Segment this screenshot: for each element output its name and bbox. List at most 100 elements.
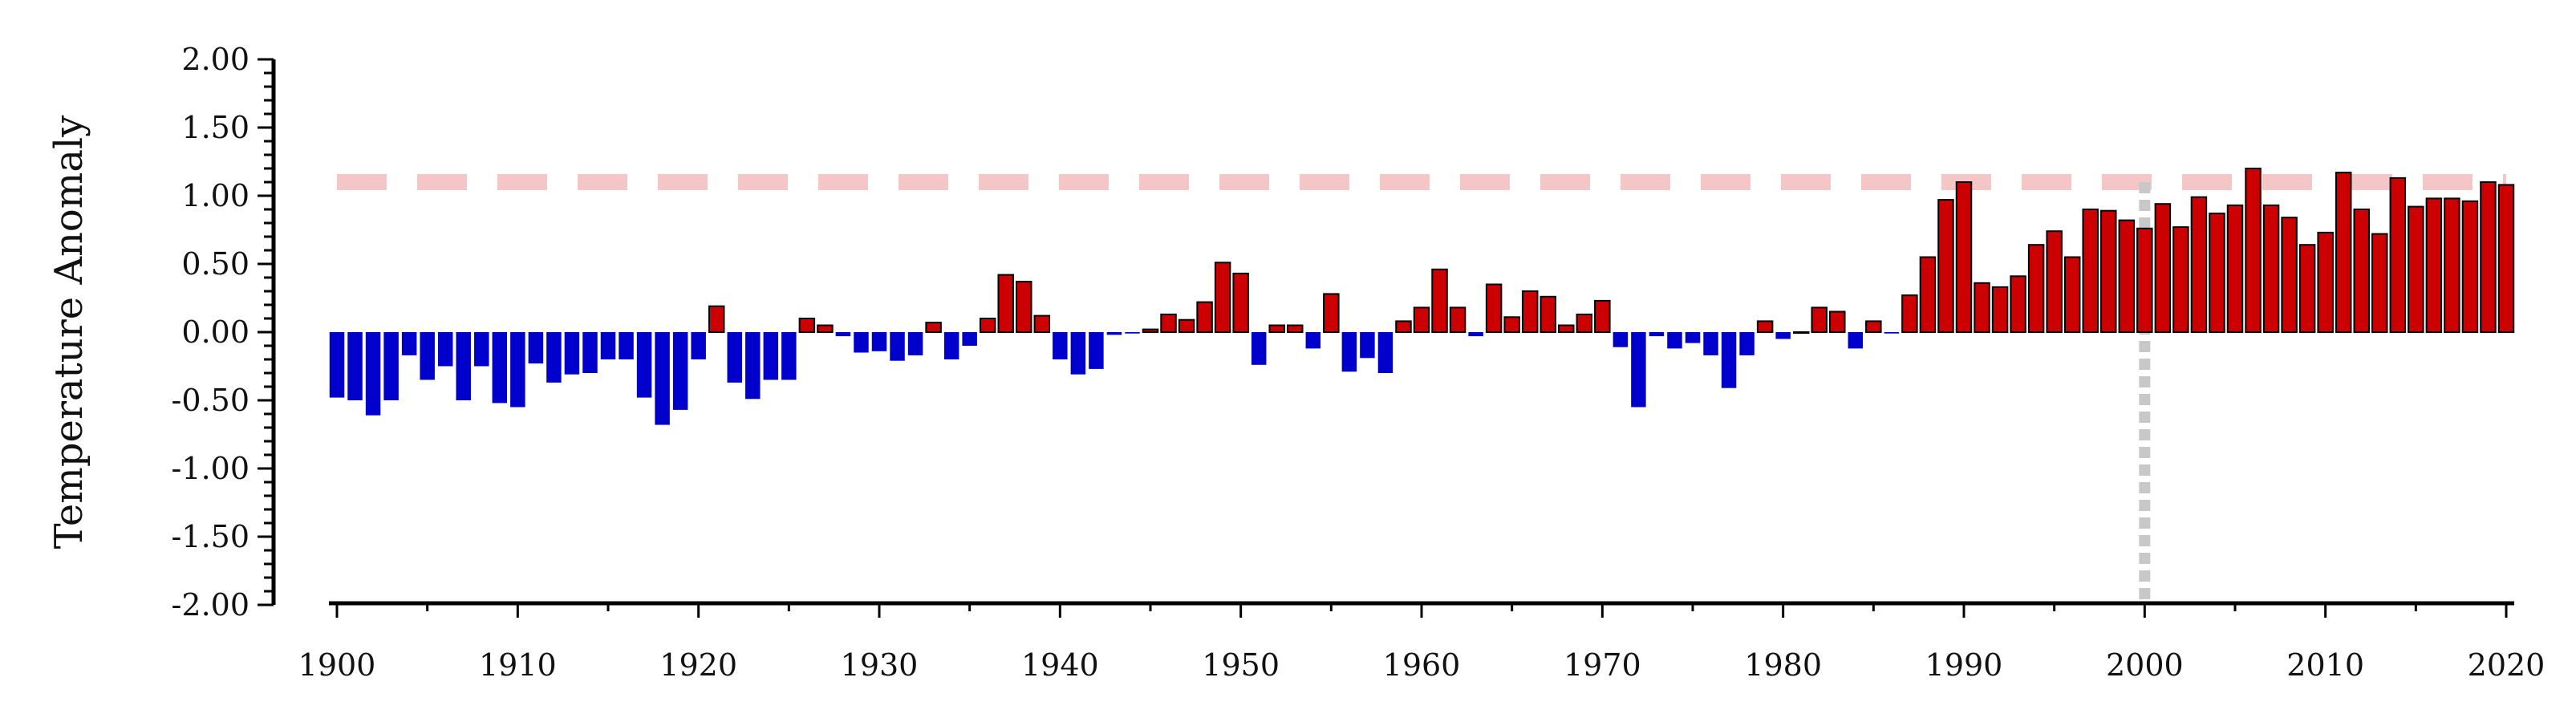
bar-1954	[1305, 332, 1321, 349]
bar-1953	[1287, 324, 1304, 333]
bar-1915	[600, 332, 616, 359]
y-tick-label: -2.00	[172, 587, 249, 623]
bar-2011	[2335, 172, 2352, 333]
bar-1940	[1053, 332, 1068, 359]
bar-2006	[2245, 168, 2262, 333]
bar-1929	[854, 332, 869, 353]
bar-1937	[997, 274, 1014, 334]
bar-1964	[1485, 283, 1503, 333]
bar-1995	[2046, 230, 2063, 334]
bar-1968	[1558, 324, 1575, 333]
bar-1928	[835, 332, 851, 337]
bar-2014	[2389, 176, 2407, 333]
bar-1941	[1070, 332, 1086, 375]
bar-1997	[2082, 209, 2099, 333]
bar-1984	[1848, 332, 1864, 349]
bar-1902	[365, 332, 381, 416]
bar-2003	[2190, 196, 2208, 333]
bar-2000	[2136, 227, 2153, 333]
bar-1986	[1884, 332, 1900, 334]
bar-1945	[1142, 328, 1159, 334]
bar-1946	[1160, 313, 1177, 333]
bar-1911	[528, 332, 544, 364]
bar-1927	[817, 324, 834, 333]
bar-1917	[636, 332, 652, 398]
y-tick-label: 2.00	[181, 42, 249, 77]
bar-1996	[2063, 256, 2081, 333]
bar-1975	[1685, 332, 1701, 343]
bar-1970	[1594, 299, 1611, 333]
y-axis: 2.00 1.50 1.00 0.50 0.00 -0.50 -1.00 -1.50 -2.00	[172, 42, 276, 623]
x-tick-label: 1940	[1021, 647, 1099, 683]
x-tick-label: 1990	[1925, 647, 2003, 683]
x-tick-label: 2020	[2468, 647, 2546, 683]
bar-1934	[943, 332, 959, 359]
bar-2012	[2353, 209, 2370, 333]
bar-1910	[510, 332, 525, 408]
bar-2017	[2444, 197, 2460, 333]
bar-1988	[1919, 256, 1937, 333]
bar-1925	[781, 332, 797, 380]
bar-1905	[420, 332, 435, 380]
bar-1932	[907, 332, 923, 355]
bar-1951	[1251, 332, 1267, 365]
bar-1936	[979, 318, 996, 333]
x-tick-label: 1910	[479, 647, 557, 683]
bars-group	[329, 168, 2515, 425]
bar-1977	[1721, 332, 1737, 388]
bar-1914	[582, 332, 598, 373]
y-tick-label: 1.00	[181, 178, 249, 213]
bar-1966	[1521, 290, 1539, 333]
bar-1949	[1214, 262, 1231, 333]
x-tick-label: 1970	[1564, 647, 1641, 683]
bar-1920	[691, 332, 706, 359]
bar-1961	[1431, 268, 1448, 333]
bar-1969	[1576, 313, 1593, 333]
bar-1972	[1631, 332, 1646, 408]
bar-1993	[2010, 275, 2026, 333]
bar-1974	[1667, 332, 1682, 349]
x-tick-label: 1930	[841, 647, 919, 683]
bar-1916	[619, 332, 634, 359]
bar-1967	[1540, 295, 1556, 333]
bar-1990	[1955, 181, 1973, 333]
bar-1912	[546, 332, 562, 383]
bar-2001	[2154, 203, 2172, 333]
x-tick-label: 1980	[1744, 647, 1822, 683]
bar-1960	[1413, 306, 1430, 333]
bar-2013	[2371, 233, 2388, 334]
bar-1973	[1649, 332, 1665, 337]
bar-1939	[1033, 314, 1051, 334]
x-tick-label: 1950	[1202, 647, 1280, 683]
bar-2007	[2262, 204, 2280, 333]
bar-2005	[2226, 204, 2244, 333]
bar-1944	[1125, 332, 1140, 334]
bar-1948	[1196, 301, 1213, 334]
y-tick-label: -1.50	[172, 519, 249, 554]
bar-1992	[1991, 286, 2009, 333]
bar-1900	[329, 332, 345, 398]
bar-1982	[1811, 306, 1828, 333]
x-tick-label: 1900	[298, 647, 376, 683]
bar-1901	[347, 332, 363, 400]
bar-1965	[1503, 316, 1520, 333]
bar-1931	[890, 332, 905, 361]
bar-1985	[1865, 320, 1882, 333]
bar-2019	[2480, 181, 2497, 333]
bar-2010	[2317, 231, 2334, 333]
bar-1903	[383, 332, 399, 400]
bar-1987	[1901, 294, 1918, 334]
bar-1978	[1739, 332, 1755, 355]
bar-1956	[1341, 332, 1357, 372]
bar-1952	[1268, 324, 1285, 333]
bar-1962	[1449, 306, 1466, 333]
bar-1994	[2027, 244, 2045, 334]
bar-1933	[925, 322, 942, 334]
bar-2002	[2172, 226, 2189, 333]
x-axis: 1900 1910 1920 1930 1940 1950 1960 1970 1980 1990…	[298, 601, 2546, 683]
y-tick-label: -0.50	[172, 383, 249, 418]
bar-1963	[1468, 332, 1483, 337]
bar-1976	[1703, 332, 1718, 355]
